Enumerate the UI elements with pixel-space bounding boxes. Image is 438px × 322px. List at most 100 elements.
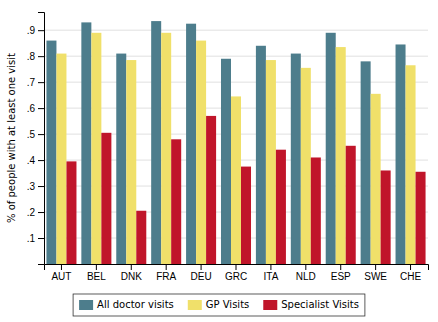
bars <box>46 21 425 264</box>
tick: GRC <box>225 264 247 282</box>
bar <box>161 33 171 264</box>
tick: CHE <box>400 264 421 282</box>
bar <box>396 44 406 264</box>
legend-swatch <box>188 300 202 310</box>
bar <box>221 59 231 264</box>
bar <box>416 172 426 264</box>
tick: DEU <box>191 264 212 282</box>
tick-label: DEU <box>191 271 212 282</box>
bar <box>136 211 146 264</box>
tick-label: .3 <box>27 181 36 192</box>
tick-label: ITA <box>263 271 278 282</box>
tick: ITA <box>263 264 278 282</box>
grid-line <box>44 56 428 57</box>
tick-label: GRC <box>225 271 247 282</box>
bar-series <box>66 116 425 264</box>
bar <box>361 61 371 264</box>
bar <box>276 150 286 264</box>
bar <box>151 21 161 264</box>
tick-mark <box>410 264 411 270</box>
bar <box>56 54 66 264</box>
bar <box>381 170 391 264</box>
tick-mark <box>270 264 271 270</box>
legend-label: All doctor visits <box>97 299 174 310</box>
tick-label: .4 <box>27 155 36 166</box>
bar <box>231 96 241 264</box>
tick-mark <box>38 30 44 31</box>
bar <box>126 60 136 264</box>
legend: All doctor visits GP Visits Specialist Vis… <box>73 294 365 316</box>
legend-swatch <box>79 300 93 310</box>
tick-label: BEL <box>87 271 106 282</box>
tick: .1 <box>27 233 44 244</box>
bar <box>116 54 126 264</box>
bar <box>406 65 416 264</box>
tick-mark <box>38 134 44 135</box>
tick: NLD <box>296 264 316 282</box>
tick-mark <box>38 186 44 187</box>
tick-label: FRA <box>156 271 176 282</box>
tick-label: .8 <box>27 51 36 62</box>
tick-mark <box>166 264 167 270</box>
tick: ESP <box>331 264 351 282</box>
bar <box>291 54 301 264</box>
tick-label: AUT <box>51 271 71 282</box>
tick: .4 <box>27 155 44 166</box>
y-axis-title: % of people with at least one visit <box>6 53 17 223</box>
tick-mark <box>38 108 44 109</box>
tick: .9 <box>27 25 44 36</box>
tick-label: .1 <box>27 233 36 244</box>
bar <box>266 60 276 264</box>
tick-mark <box>96 264 97 270</box>
bar <box>311 157 321 264</box>
bar <box>241 167 251 264</box>
bar-series <box>46 21 405 264</box>
tick-label: DNK <box>121 271 142 282</box>
bar <box>196 41 206 264</box>
tick: FRA <box>156 264 176 282</box>
tick-mark <box>38 238 44 239</box>
axis-line <box>38 13 45 265</box>
bar <box>346 146 356 264</box>
axis-line <box>45 265 429 271</box>
tick-label: .7 <box>27 77 36 88</box>
bar <box>256 46 266 264</box>
legend-swatch <box>263 300 277 310</box>
bar <box>91 33 101 264</box>
legend-box <box>73 294 365 316</box>
tick: .2 <box>27 207 44 218</box>
bar <box>336 47 346 264</box>
bar <box>46 41 56 264</box>
bar <box>171 139 181 264</box>
tick-label: CHE <box>400 271 421 282</box>
tick-label: .2 <box>27 207 36 218</box>
tick-mark <box>38 82 44 83</box>
legend-label: GP Visits <box>206 299 249 310</box>
bar <box>101 133 111 264</box>
x-axis: AUT BEL DNK FRA DEU GRC ITA NLD ESP SWE CHE <box>45 264 429 282</box>
legend-item: Specialist Visits <box>263 299 359 310</box>
tick: .3 <box>27 181 44 192</box>
legend-item: GP Visits <box>188 299 249 310</box>
legend-item: All doctor visits <box>79 299 174 310</box>
tick: .7 <box>27 77 44 88</box>
tick-label: .5 <box>27 129 36 140</box>
tick-mark <box>201 264 202 270</box>
tick: DNK <box>121 264 142 282</box>
tick-mark <box>340 264 341 270</box>
tick-label: .6 <box>27 103 36 114</box>
bar <box>301 68 311 264</box>
bar <box>206 116 216 264</box>
tick: .8 <box>27 51 44 62</box>
chart: .1 .2 .3 .4 .5 .6 .7 .8 .9 AUT BEL DNK FRA DEU GRC ITA N… <box>0 0 438 322</box>
tick-label: ESP <box>331 271 351 282</box>
tick-mark <box>375 264 376 270</box>
tick-mark <box>38 212 44 213</box>
tick: SWE <box>364 264 387 282</box>
tick: AUT <box>51 264 71 282</box>
bar <box>371 94 381 264</box>
grid-line <box>44 30 428 31</box>
tick: .6 <box>27 103 44 114</box>
tick: BEL <box>87 264 106 282</box>
tick-mark <box>38 56 44 57</box>
